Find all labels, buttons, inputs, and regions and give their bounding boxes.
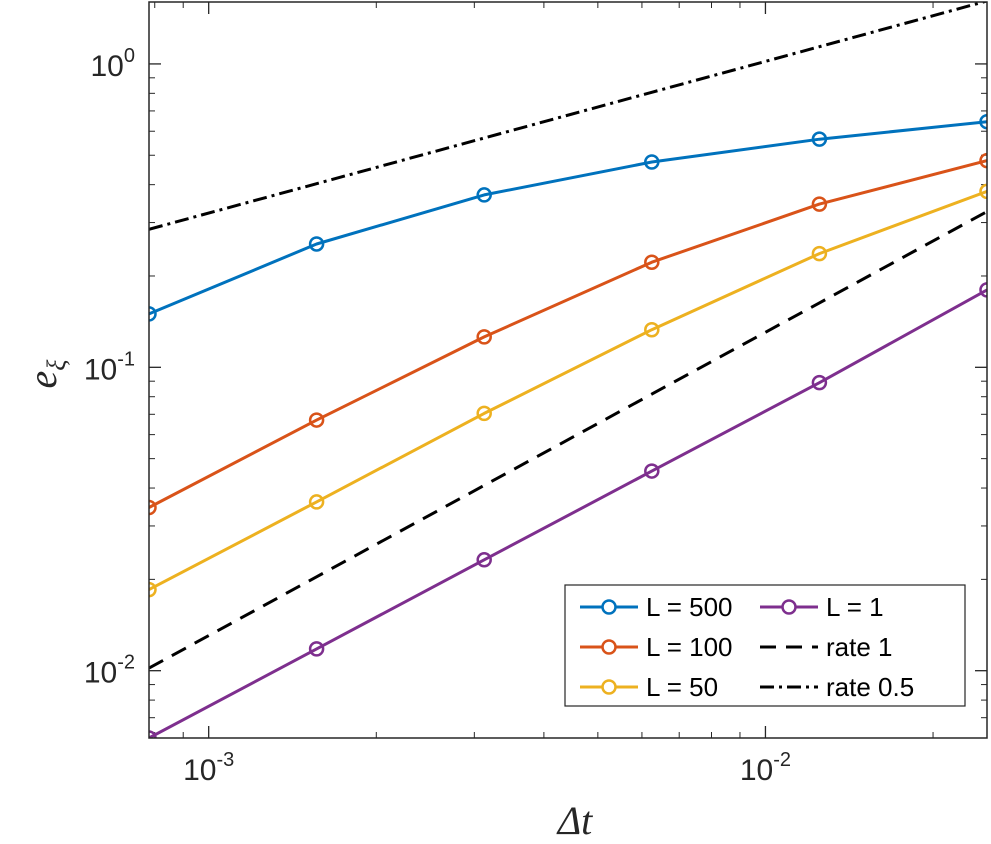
y-axis-title-sub: ξ xyxy=(42,359,71,371)
x-tick-base: 10 xyxy=(740,754,773,787)
data-point-l-100 xyxy=(149,499,157,516)
x-tick-exponent: -3 xyxy=(216,749,234,771)
data-point-l-50 xyxy=(476,405,492,422)
data-point-l-100 xyxy=(476,329,492,345)
data-point-l-50 xyxy=(979,183,987,200)
data-point-l-1 xyxy=(476,552,492,568)
y-axis-title: eξ xyxy=(20,359,71,389)
y-tick-label: 10-1 xyxy=(84,348,135,386)
legend: L = 500 L = 100 L = 50 L = 1 rate 1 rate 0.5 xyxy=(564,584,966,707)
plot-frame xyxy=(148,1,988,739)
y-tick-base: 10 xyxy=(91,50,124,83)
data-point-l-50 xyxy=(149,581,157,598)
legend-marker-l-500 xyxy=(601,599,617,615)
x-axis-title: Δt xyxy=(556,798,593,843)
y-tick-base: 10 xyxy=(84,657,117,690)
data-point-l-100 xyxy=(811,196,828,212)
svg-text:eξ: eξ xyxy=(20,359,71,389)
y-tick-label: 10-2 xyxy=(84,652,135,690)
data-point-l-500 xyxy=(476,187,492,203)
data-point-l-50 xyxy=(308,494,325,510)
legend-marker-l-1 xyxy=(781,599,797,615)
legend-entries: L = 500 L = 100 L = 50 L = 1 rate 1 rate 0.5 xyxy=(580,592,914,702)
legend-label-l-500: L = 500 xyxy=(646,592,733,622)
y-axis-title-main: e xyxy=(20,371,65,389)
data-point-l-1 xyxy=(811,374,828,391)
data-point-l-500 xyxy=(979,113,987,130)
series-line-rate-1 xyxy=(149,210,987,670)
x-tick-label: 10-2 xyxy=(740,749,791,787)
data-point-l-500 xyxy=(149,306,157,322)
y-tick-exponent: -2 xyxy=(117,652,135,674)
data-point-l-50 xyxy=(644,321,660,338)
series-line-l-100 xyxy=(149,159,987,509)
x-axis-title-text: Δt xyxy=(556,798,593,843)
y-tick-exponent: -1 xyxy=(117,348,135,370)
minor-ticks xyxy=(149,2,987,738)
data-point-l-500 xyxy=(308,236,325,252)
y-tick-label: 100 xyxy=(91,45,136,83)
x-tick-exponent: -2 xyxy=(773,749,791,771)
legend-label-rate-0-5: rate 0.5 xyxy=(826,672,914,702)
legend-label-l-50: L = 50 xyxy=(646,672,718,702)
data-point-l-100 xyxy=(979,152,987,169)
data-point-l-100 xyxy=(308,412,325,428)
x-tick-label: 10-3 xyxy=(183,749,234,787)
major-ticks xyxy=(149,2,987,738)
series-layer xyxy=(149,2,987,738)
legend-label-l-100: L = 100 xyxy=(646,632,733,662)
x-tick-base: 10 xyxy=(183,754,216,787)
series-line-l-50 xyxy=(149,189,987,591)
data-point-l-500 xyxy=(811,131,828,147)
legend-marker-l-50 xyxy=(601,679,617,695)
y-tick-exponent: 0 xyxy=(124,45,135,67)
data-point-l-1 xyxy=(979,282,987,298)
data-point-l-50 xyxy=(811,245,828,262)
legend-label-rate-1: rate 1 xyxy=(826,632,893,662)
data-point-l-100 xyxy=(644,254,660,270)
series-line-l-1 xyxy=(149,288,987,738)
series-line-l-500 xyxy=(149,120,987,316)
series-line-rate-0-5 xyxy=(149,2,987,231)
legend-label-l-1: L = 1 xyxy=(826,592,884,622)
legend-marker-l-100 xyxy=(601,639,617,655)
data-point-l-1 xyxy=(308,641,325,657)
data-point-l-500 xyxy=(644,154,660,170)
y-tick-base: 10 xyxy=(84,353,117,386)
data-point-l-1 xyxy=(644,463,660,479)
